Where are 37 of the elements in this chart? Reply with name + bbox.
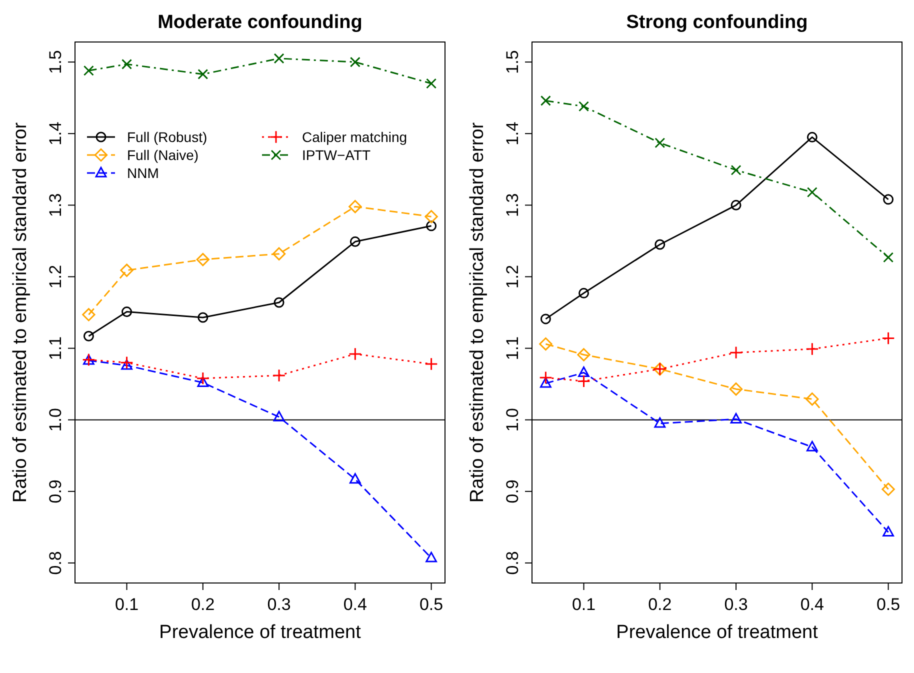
y-tick-label: 1.3: [503, 193, 522, 217]
y-tick-label: 0.8: [503, 551, 522, 575]
legend-label: Full (Robust): [127, 129, 208, 145]
chart-title: Moderate confounding: [158, 12, 362, 33]
y-tick-label: 1.1: [46, 336, 65, 360]
legend-label: Caliper matching: [302, 129, 408, 145]
x-tick-label: 0.2: [191, 595, 215, 614]
chart-title: Strong confounding: [626, 12, 808, 33]
y-tick-label: 0.8: [46, 551, 65, 575]
y-tick-label: 0.9: [503, 480, 522, 504]
y-tick-label: 1.4: [46, 122, 65, 146]
x-tick-label: 0.1: [572, 595, 596, 614]
x-axis-title: Prevalence of treatment: [616, 622, 819, 643]
y-tick-label: 1.3: [46, 193, 65, 217]
y-tick-label: 1.4: [503, 122, 522, 146]
x-tick-label: 0.2: [648, 595, 672, 614]
y-tick-label: 1.5: [503, 50, 522, 74]
x-tick-label: 0.4: [800, 595, 824, 614]
x-tick-label: 0.3: [267, 595, 291, 614]
y-tick-label: 1.5: [46, 50, 65, 74]
y-axis-title: Ratio of estimated to empirical standard error: [10, 122, 31, 503]
legend-label: IPTW−ATT: [302, 147, 372, 163]
y-axis-title: Ratio of estimated to empirical standard error: [467, 122, 488, 503]
y-tick-label: 0.9: [46, 480, 65, 504]
legend-label: NNM: [127, 165, 159, 181]
x-tick-label: 0.5: [419, 595, 444, 614]
x-tick-label: 0.5: [876, 595, 900, 614]
y-tick-label: 1.2: [46, 264, 65, 289]
y-tick-label: 1.0: [46, 408, 65, 432]
x-tick-label: 0.4: [343, 595, 367, 614]
y-tick-label: 1.2: [503, 264, 522, 289]
y-tick-label: 1.0: [503, 408, 522, 432]
legend-label: Full (Naive): [127, 147, 199, 163]
x-tick-label: 0.3: [724, 595, 748, 614]
x-axis-title: Prevalence of treatment: [159, 622, 362, 643]
y-tick-label: 1.1: [503, 336, 522, 360]
x-tick-label: 0.1: [114, 595, 139, 614]
